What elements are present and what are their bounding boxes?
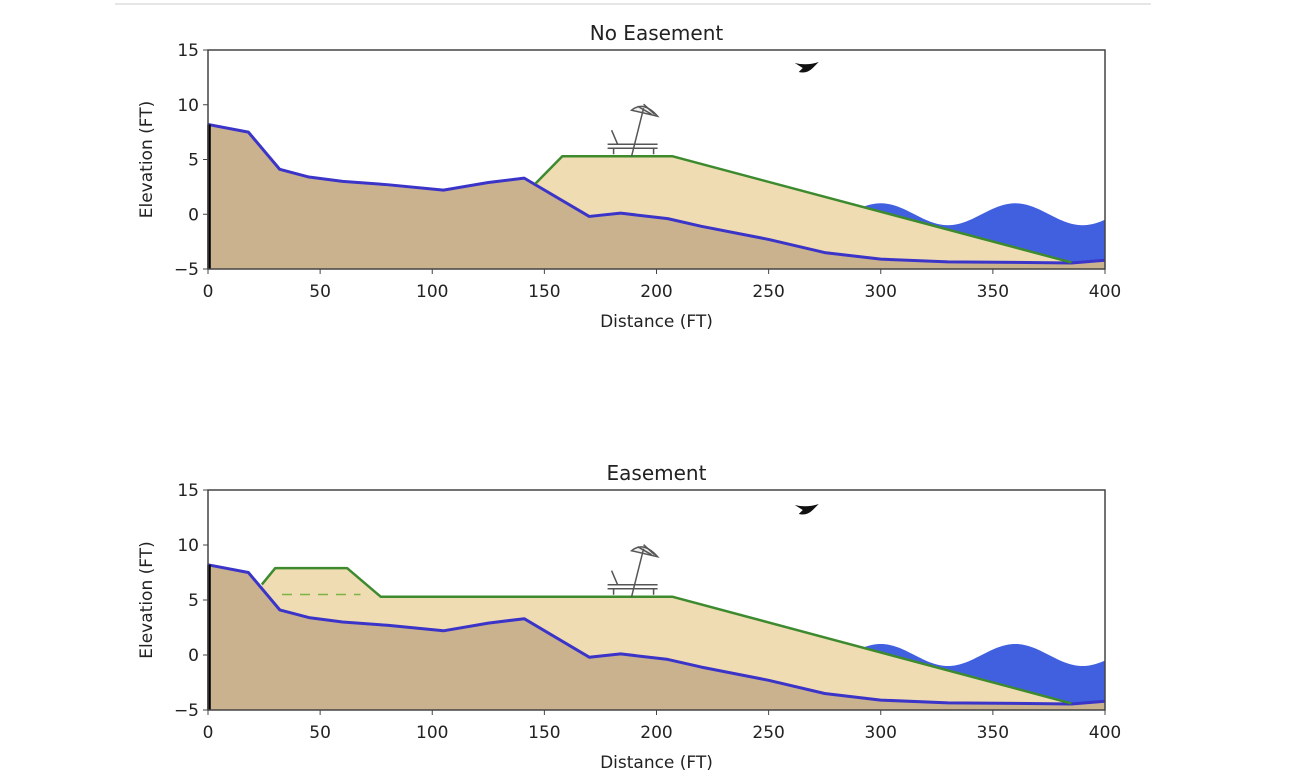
water-waves [858,203,1105,263]
x-axis-label: Distance (FT) [600,753,713,773]
water-waves [858,644,1105,704]
existing-ground-area [208,564,1105,710]
x-tick-label: 350 [977,723,1009,743]
x-tick-label: 200 [640,282,672,302]
fill-profile-line [260,566,1072,705]
chart-title: Easement [607,461,707,485]
x-tick-label: 150 [528,282,560,302]
umbrella-pole [630,548,645,597]
x-tick-label: 350 [977,282,1009,302]
y-axis-label: Elevation (FT) [137,101,157,219]
bird-icon [794,62,819,73]
y-tick-label: 5 [188,591,199,611]
y-tick-label: 10 [177,536,199,556]
x-tick-label: 400 [1089,282,1121,302]
x-axis-label: Distance (FT) [600,312,713,332]
x-tick-label: 300 [865,723,897,743]
x-tick-label: 0 [203,723,214,743]
x-tick-label: 250 [752,723,784,743]
y-tick-label: 15 [177,481,199,501]
sand-fill-area [261,568,1072,704]
existing-profile-line [207,122,1106,265]
existing-profile-line [207,563,1106,706]
x-tick-label: 100 [416,282,448,302]
umbrella-canopy [629,546,660,558]
lounge-chair [607,129,658,155]
chart-title: No Easement [590,21,724,45]
x-tick-label: 300 [865,282,897,302]
beach-umbrella-chair-icon [607,103,660,157]
y-tick-label: −5 [174,260,199,280]
umbrella-stripes [637,544,656,556]
sand-fill-area [535,156,1072,263]
fill-profile-line [534,154,1072,264]
top-divider [115,3,1151,5]
umbrella-pole [630,108,645,157]
bird-icon [794,504,819,515]
x-tick-label: 50 [309,282,331,302]
x-tick-label: 0 [203,282,214,302]
umbrella-stripes [637,103,656,115]
x-tick-label: 150 [528,723,560,743]
y-tick-label: 15 [177,41,199,61]
x-tick-label: 400 [1089,723,1121,743]
chart-panel-2: 0 50 100 150 200 250 300 350 400−5051015Easement… [137,461,1121,773]
lounge-chair [607,570,658,595]
x-tick-label: 100 [416,723,448,743]
x-tick-label: 50 [309,723,331,743]
x-tick-label: 200 [640,723,672,743]
y-tick-label: 0 [188,205,199,225]
y-tick-label: 0 [188,646,199,666]
y-tick-label: −5 [174,701,199,721]
beach-umbrella-chair-icon [607,544,660,597]
existing-ground-area [208,124,1105,270]
y-tick-label: 10 [177,96,199,116]
x-tick-label: 250 [752,282,784,302]
y-tick-label: 5 [188,151,199,171]
umbrella-canopy [629,105,660,118]
y-axis-label: Elevation (FT) [137,541,157,659]
